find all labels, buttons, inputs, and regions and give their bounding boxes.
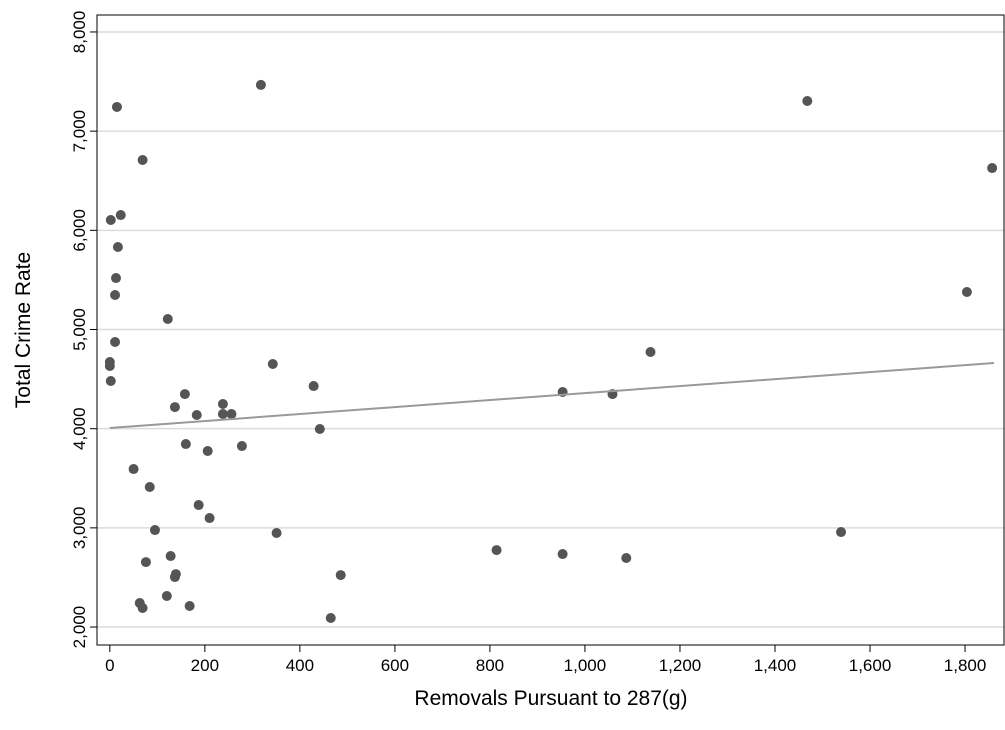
x-tick-label: 1,800 — [944, 656, 987, 675]
point — [149, 525, 160, 536]
point — [105, 215, 116, 226]
point — [217, 409, 228, 420]
y-axis-label: Total Crime Rate — [12, 252, 35, 408]
point — [204, 513, 215, 524]
x-axis-label: Removals Pursuant to 287(g) — [414, 687, 687, 710]
point — [191, 409, 202, 420]
point — [140, 557, 151, 568]
point — [110, 289, 121, 300]
point — [557, 549, 568, 560]
x-tick-label: 1,600 — [849, 656, 892, 675]
point — [236, 441, 247, 452]
plot-frame — [96, 14, 1005, 646]
y-tick-label: 7,000 — [70, 110, 89, 153]
point — [104, 361, 115, 372]
point — [161, 591, 172, 602]
point — [491, 545, 502, 556]
x-tick-label: 1,200 — [659, 656, 702, 675]
point — [255, 79, 266, 90]
point — [308, 381, 319, 392]
point — [335, 570, 346, 581]
point — [202, 446, 213, 457]
y-tick-label: 4,000 — [70, 407, 89, 450]
point — [621, 553, 632, 564]
point — [325, 613, 336, 624]
point — [128, 464, 139, 475]
y-tick-label: 5,000 — [70, 308, 89, 351]
point — [165, 551, 176, 562]
point — [314, 423, 325, 434]
point — [184, 601, 195, 612]
y-tick-label: 2,000 — [70, 606, 89, 649]
y-tick-label: 8,000 — [70, 11, 89, 54]
point — [111, 273, 122, 284]
point — [836, 527, 847, 538]
y-tick-label: 6,000 — [70, 209, 89, 252]
point — [217, 398, 228, 409]
x-tick-label: 600 — [381, 656, 409, 675]
point — [267, 359, 278, 370]
point — [169, 402, 180, 413]
point — [961, 287, 972, 298]
point — [169, 572, 180, 583]
x-tick-label: 400 — [286, 656, 314, 675]
point — [144, 482, 155, 493]
point — [987, 163, 998, 174]
point — [193, 500, 204, 511]
point — [802, 95, 813, 106]
point — [110, 337, 121, 348]
x-tick-label: 200 — [191, 656, 219, 675]
point — [271, 528, 282, 539]
point — [645, 347, 656, 358]
x-tick-label: 800 — [476, 656, 504, 675]
point — [137, 603, 148, 614]
point — [115, 210, 126, 221]
point — [162, 313, 173, 324]
point — [105, 375, 116, 386]
point — [111, 101, 122, 112]
point — [226, 409, 237, 420]
y-tick-label: 3,000 — [70, 507, 89, 550]
fit-line — [109, 362, 995, 429]
point — [179, 389, 190, 400]
point — [137, 155, 148, 166]
x-tick-label: 1,000 — [564, 656, 607, 675]
point — [180, 439, 191, 450]
x-tick-label: 1,400 — [754, 656, 797, 675]
point — [112, 241, 123, 252]
x-tick-label: 0 — [105, 656, 114, 675]
